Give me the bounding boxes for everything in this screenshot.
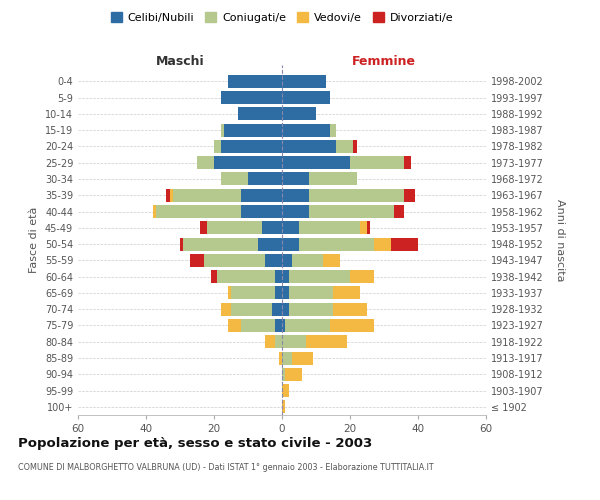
Bar — [231, 286, 275, 300]
Bar — [211, 270, 217, 283]
Bar — [286, 319, 329, 332]
Bar — [292, 254, 323, 267]
Bar — [248, 172, 282, 186]
Bar — [360, 222, 367, 234]
Bar — [204, 254, 265, 267]
Bar — [333, 286, 360, 300]
Bar — [238, 108, 282, 120]
Bar — [282, 270, 289, 283]
Bar — [299, 222, 360, 234]
Bar — [337, 140, 353, 153]
Bar — [197, 156, 214, 169]
Bar — [221, 91, 282, 104]
Bar — [227, 319, 241, 332]
Bar — [329, 319, 374, 332]
Text: Popolazione per età, sesso e stato civile - 2003: Popolazione per età, sesso e stato civil… — [18, 438, 372, 450]
Bar — [221, 172, 248, 186]
Text: COMUNE DI MALBORGHETTO VALBRUNA (UD) - Dati ISTAT 1° gennaio 2003 - Elaborazione: COMUNE DI MALBORGHETTO VALBRUNA (UD) - D… — [18, 462, 434, 471]
Bar — [190, 254, 204, 267]
Bar — [170, 188, 173, 202]
Text: Femmine: Femmine — [352, 56, 416, 68]
Bar — [394, 205, 404, 218]
Bar — [241, 188, 282, 202]
Bar — [166, 188, 170, 202]
Bar — [333, 302, 367, 316]
Bar — [289, 302, 333, 316]
Bar — [282, 368, 286, 381]
Bar — [282, 172, 309, 186]
Bar — [227, 286, 231, 300]
Bar — [282, 286, 289, 300]
Bar — [214, 140, 221, 153]
Bar — [231, 302, 272, 316]
Bar — [329, 124, 337, 136]
Bar — [221, 302, 231, 316]
Bar — [306, 335, 347, 348]
Bar — [153, 205, 156, 218]
Bar — [289, 270, 350, 283]
Bar — [184, 238, 258, 250]
Bar — [350, 156, 404, 169]
Bar — [227, 75, 282, 88]
Bar — [309, 172, 357, 186]
Bar — [309, 205, 394, 218]
Bar — [221, 140, 282, 153]
Bar — [156, 205, 241, 218]
Bar — [241, 319, 275, 332]
Legend: Celibi/Nubili, Coniugati/e, Vedovi/e, Divorziati/e: Celibi/Nubili, Coniugati/e, Vedovi/e, Di… — [106, 8, 458, 28]
Bar — [275, 335, 282, 348]
Y-axis label: Fasce di età: Fasce di età — [29, 207, 39, 273]
Bar — [262, 222, 282, 234]
Bar — [282, 124, 329, 136]
Bar — [404, 188, 415, 202]
Bar — [221, 124, 224, 136]
Bar — [282, 319, 286, 332]
Bar — [265, 254, 282, 267]
Bar — [241, 205, 282, 218]
Bar — [214, 156, 282, 169]
Bar — [282, 188, 309, 202]
Bar — [350, 270, 374, 283]
Bar — [286, 368, 302, 381]
Bar — [282, 254, 292, 267]
Bar — [282, 335, 306, 348]
Bar — [299, 238, 374, 250]
Bar — [258, 238, 282, 250]
Text: Maschi: Maschi — [155, 56, 205, 68]
Bar — [217, 270, 275, 283]
Bar — [282, 352, 292, 364]
Bar — [224, 124, 282, 136]
Bar — [173, 188, 241, 202]
Bar — [309, 188, 404, 202]
Bar — [278, 352, 282, 364]
Bar — [282, 75, 326, 88]
Bar — [207, 222, 262, 234]
Bar — [353, 140, 357, 153]
Bar — [265, 335, 275, 348]
Bar — [282, 222, 299, 234]
Y-axis label: Anni di nascita: Anni di nascita — [555, 198, 565, 281]
Bar — [367, 222, 370, 234]
Bar — [275, 319, 282, 332]
Bar — [323, 254, 340, 267]
Bar — [282, 238, 299, 250]
Bar — [282, 384, 289, 397]
Bar — [282, 91, 329, 104]
Bar — [272, 302, 282, 316]
Bar — [200, 222, 207, 234]
Bar — [282, 205, 309, 218]
Bar — [404, 156, 411, 169]
Bar — [374, 238, 391, 250]
Bar — [275, 286, 282, 300]
Bar — [180, 238, 184, 250]
Bar — [275, 270, 282, 283]
Bar — [282, 140, 337, 153]
Bar — [282, 302, 289, 316]
Bar — [282, 156, 350, 169]
Bar — [289, 286, 333, 300]
Bar — [391, 238, 418, 250]
Bar — [292, 352, 313, 364]
Bar — [282, 108, 316, 120]
Bar — [282, 400, 286, 413]
